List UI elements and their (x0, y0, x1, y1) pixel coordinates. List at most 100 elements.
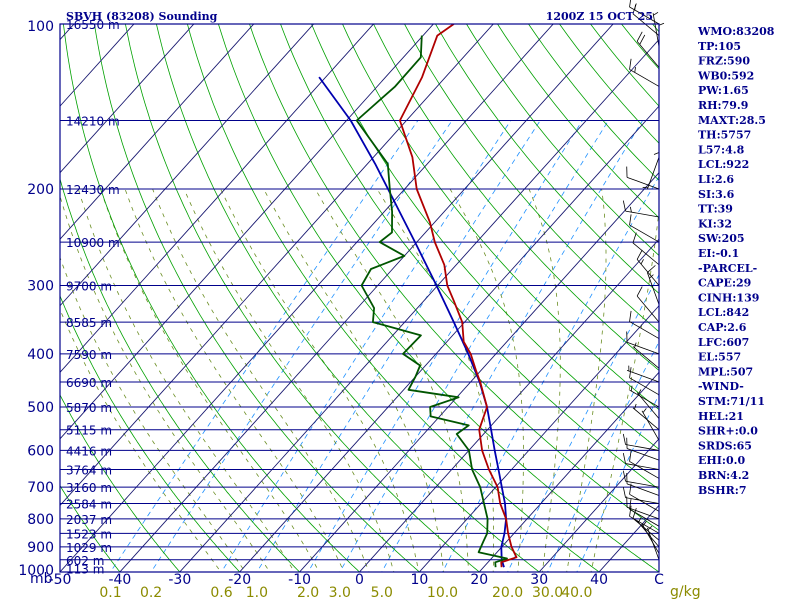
wind-barb-staff (641, 523, 660, 554)
temperature-tick-label: -40 (108, 572, 131, 588)
profile-lines (318, 24, 518, 568)
mixing-ratio-tick-label: 20.0 (492, 585, 523, 600)
wind-barb-flag (629, 505, 632, 517)
moist-adiabat-line (60, 308, 222, 572)
temperature-tick-label: 40 (590, 572, 608, 588)
height-label: 9700 m (66, 280, 112, 294)
mixing-ratio-tick-label: 30.0 (532, 585, 563, 600)
wind-barb-staff (632, 407, 660, 431)
mixing-ratio-tick-label: 0.6 (210, 585, 232, 600)
isotherm-line (478, 371, 659, 572)
dry-adiabat-line (404, 24, 659, 333)
stability-index: -WIND- (698, 380, 744, 393)
stability-index: LI:2.6 (698, 173, 734, 186)
wind-barb-flag (632, 232, 637, 244)
height-label: 6690 m (66, 376, 112, 390)
height-label: 1523 m (66, 527, 112, 541)
mixing-ratio-tick-label: 1.0 (246, 585, 268, 600)
stability-index: FRZ:590 (698, 55, 750, 68)
height-label: 602 m (66, 554, 104, 568)
stability-index: RH:79.9 (698, 99, 748, 112)
wind-barb-staff (641, 410, 660, 441)
wind-barb-staff (629, 377, 660, 396)
moist-adiabat-line (528, 188, 561, 572)
stability-index: EI:-0.1 (698, 247, 739, 260)
dry-adiabat-line (435, 24, 659, 294)
dry-adiabat-lines (60, 24, 659, 572)
wind-barb-staff (646, 157, 660, 190)
wind-barb-half-flag (642, 521, 647, 526)
mixing-ratio-line (576, 393, 659, 572)
wind-barb-staff (629, 321, 660, 339)
moist-adiabat-line (152, 188, 370, 572)
stability-index: WB0:592 (697, 69, 754, 82)
pressure-tick-label: 900 (27, 540, 54, 556)
pressure-tick-label: 500 (27, 400, 54, 416)
wind-barb-half-flag (634, 67, 636, 73)
isotherm-line (418, 305, 659, 572)
dry-adiabat-line (466, 24, 659, 256)
isotherm-line (358, 238, 659, 572)
isotherm-line (119, 24, 614, 572)
isotherm-line (538, 438, 659, 572)
stability-index: EL:557 (698, 351, 741, 364)
wind-barb-flag (622, 470, 626, 482)
stability-index: TT:39 (698, 203, 733, 216)
pressure-tick-label: 1000 (18, 563, 54, 579)
moist-adiabat-line (590, 207, 659, 572)
stability-index: -PARCEL- (698, 262, 757, 275)
isotherm-line (60, 24, 554, 572)
moist-adiabat-line (124, 188, 345, 572)
wind-barb-staff (629, 224, 660, 243)
dry-adiabat-line (62, 24, 361, 572)
height-label: 1029 m (66, 541, 112, 555)
temperature-unit-label: C (654, 572, 664, 588)
wind-barb-staff (636, 295, 660, 323)
mixing-ratio-tick-label: 3.0 (329, 585, 351, 600)
isotherm-line (60, 24, 375, 373)
temperature-tick-label: 30 (530, 572, 548, 588)
moist-adiabat-line (263, 188, 445, 572)
wind-barb-staff (629, 508, 660, 527)
stability-index: STM:71/11 (698, 395, 765, 408)
wind-barb-flag (629, 483, 632, 495)
mixing-ratio-tick-label: 0.2 (140, 585, 162, 600)
dry-adiabat-line (249, 24, 659, 531)
wind-barb-flag (639, 34, 646, 45)
stability-index: L57:4.8 (698, 143, 745, 156)
mixing-ratio-tick-label: 5.0 (371, 585, 393, 600)
wind-barb-staff (626, 448, 660, 461)
wind-barb-half-flag (630, 385, 633, 392)
moist-adiabat-line (220, 188, 420, 572)
height-label: 3764 m (66, 464, 112, 478)
pressure-tick-label: 700 (27, 480, 54, 496)
chart-title: SBVH (83208) Sounding (66, 10, 218, 23)
temperature-tick-label: -50 (49, 572, 72, 588)
height-label: 3160 m (66, 481, 112, 495)
wind-barb-staff (632, 242, 660, 266)
wind-barb-staff (626, 341, 660, 355)
dry-adiabat-line (60, 484, 121, 572)
isotherm-line (239, 105, 659, 572)
stability-index: CINH:139 (698, 291, 759, 304)
mixing-ratio-tick-label: 40.0 (561, 585, 592, 600)
wind-barb-staff (629, 461, 660, 479)
pressure-tick-label: 800 (27, 512, 54, 528)
wind-barb-flag (636, 249, 643, 260)
wind-barb-half-flag (629, 206, 632, 213)
dry-adiabat-line (60, 294, 241, 572)
height-label: 10900 m (66, 236, 120, 250)
wind-barb-flag (629, 450, 632, 462)
height-label: 2037 m (66, 513, 112, 527)
temperature-tick-label: 10 (410, 572, 428, 588)
stability-index: MAXT:28.5 (698, 114, 766, 127)
moist-adiabat-line (100, 188, 320, 572)
isobar-lines (60, 24, 659, 572)
wind-barb-staff (632, 518, 660, 541)
moist-adiabat-line (60, 256, 246, 572)
temperature-tick-label: -30 (168, 572, 191, 588)
isotherm-line (0, 12, 25, 584)
isotherm-line (60, 24, 195, 174)
wind-barb-flag (629, 0, 631, 8)
